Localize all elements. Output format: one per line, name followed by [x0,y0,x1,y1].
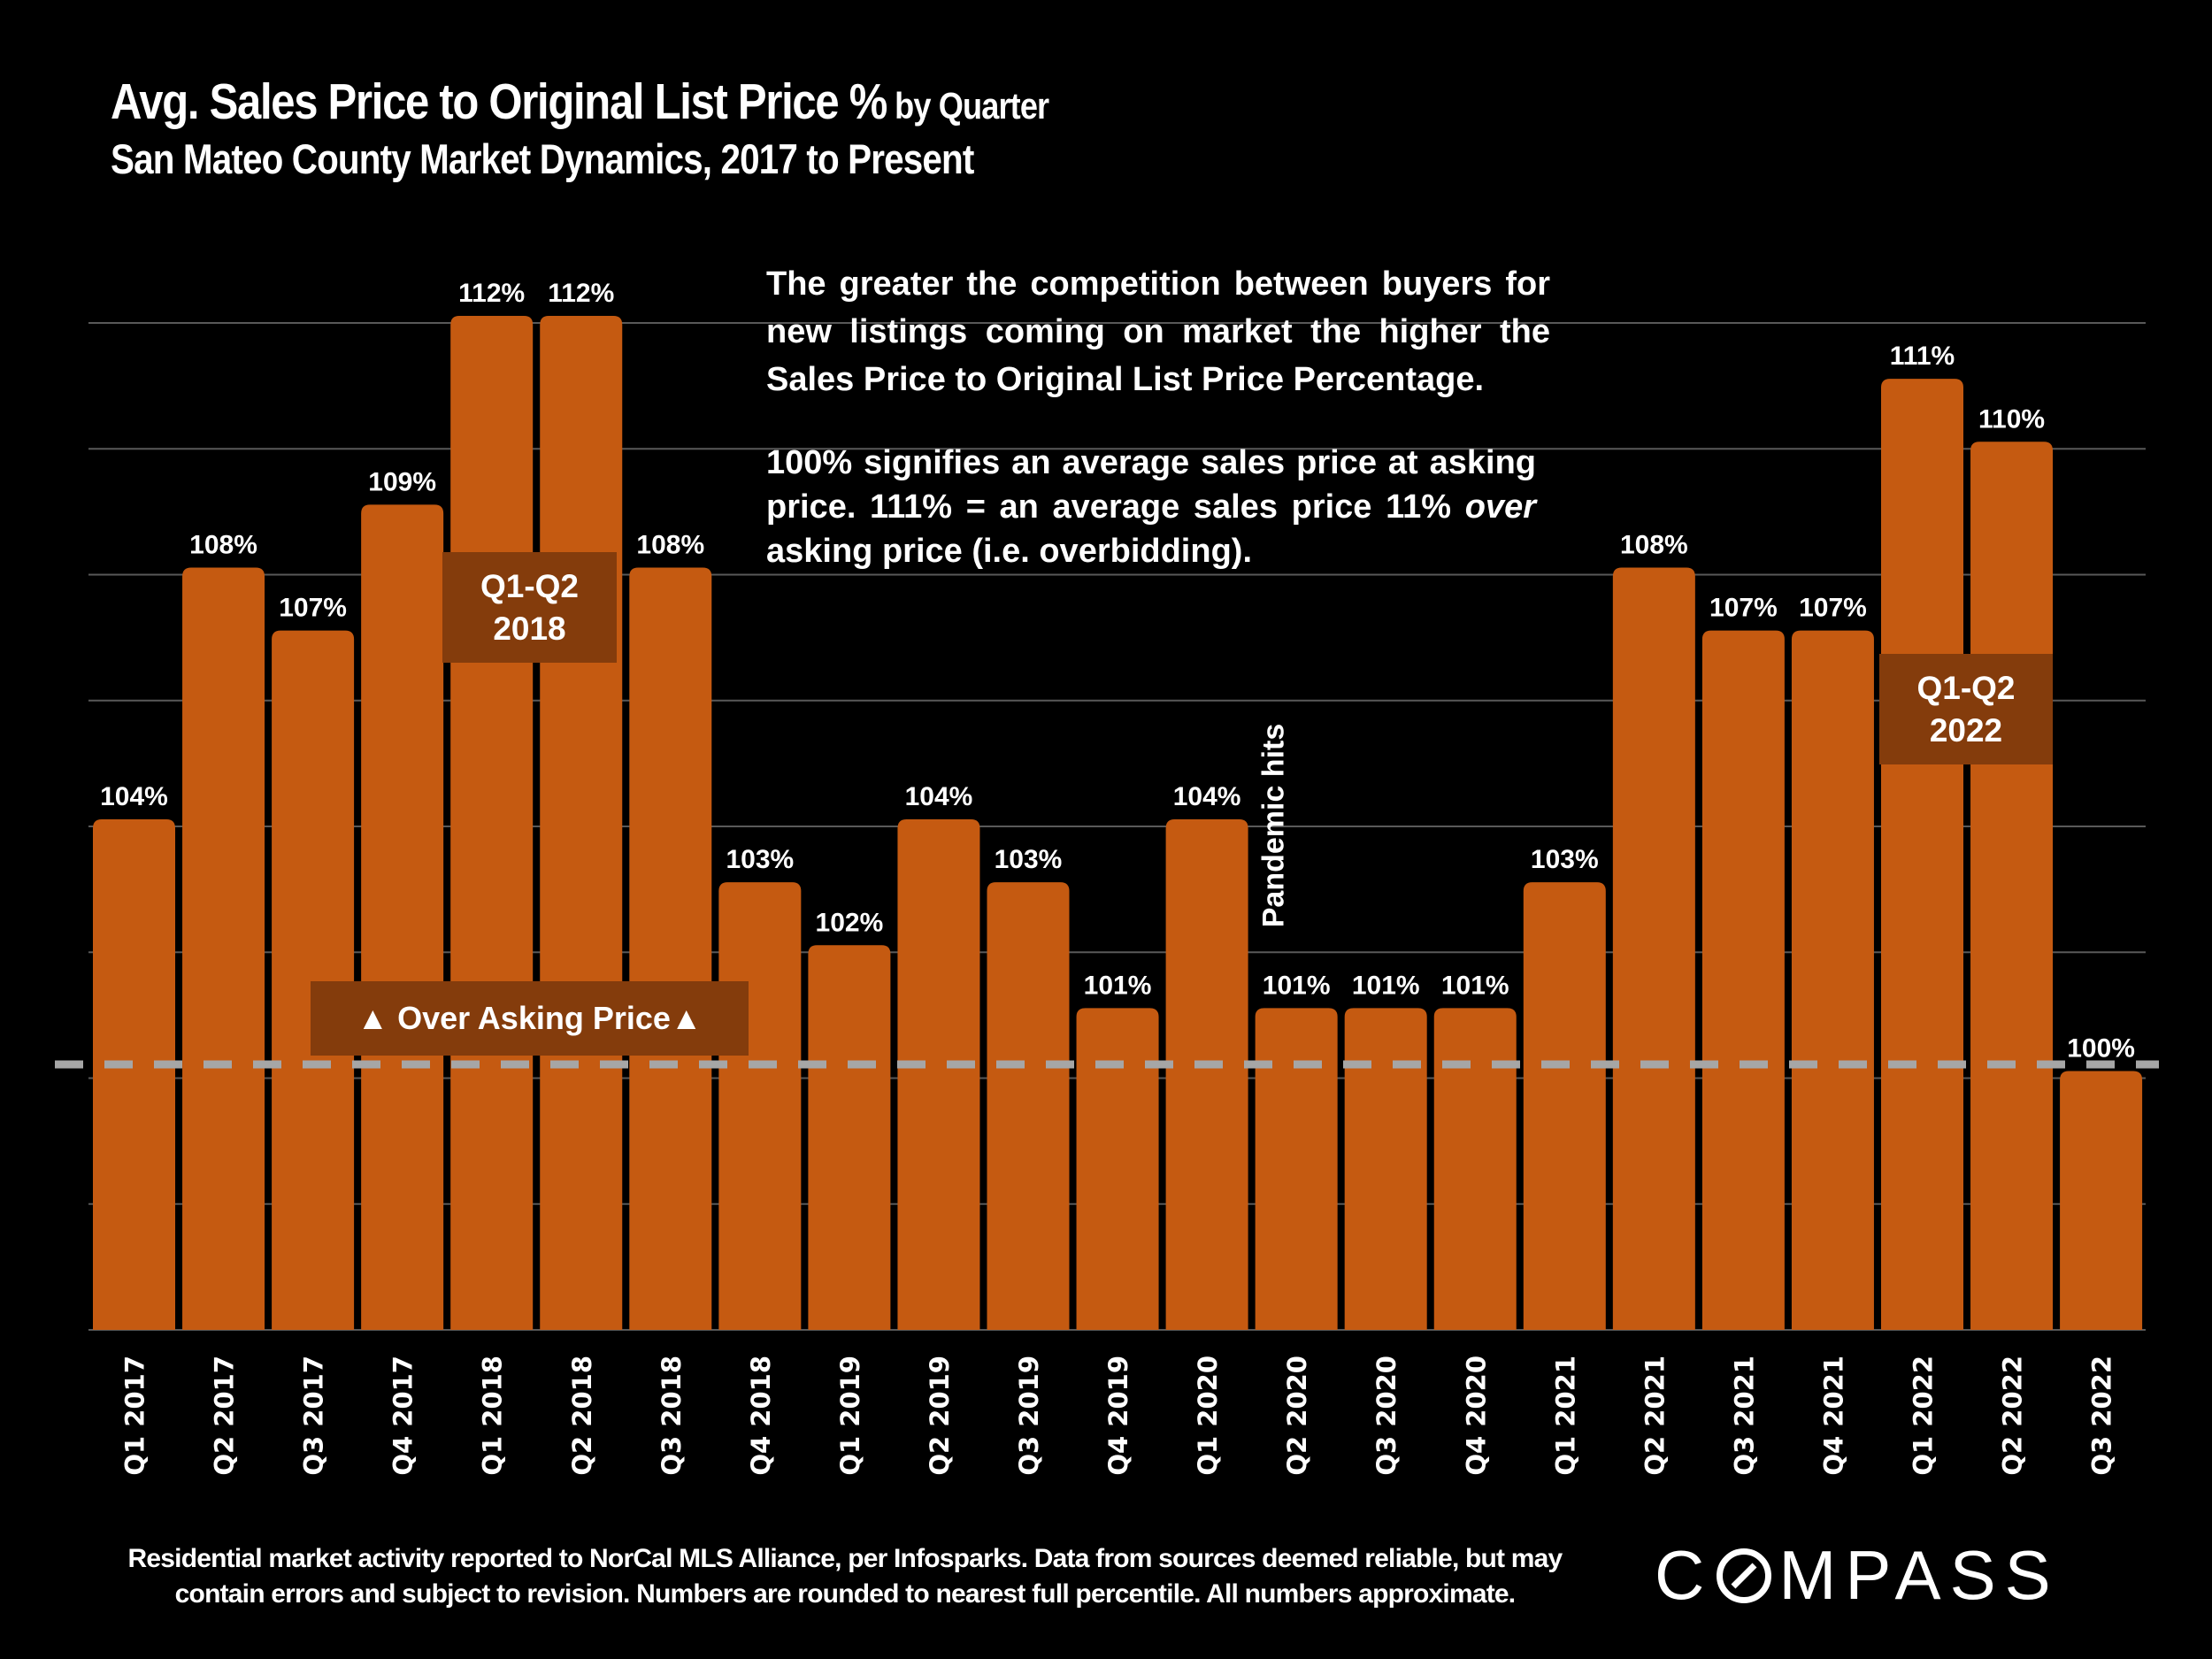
x-axis-label: Q3 2018 [657,1356,687,1476]
chart-title: Avg. Sales Price to Original List Price … [111,73,1049,131]
x-axis-label: Q3 2021 [1729,1356,1759,1476]
data-label: 104% [905,782,973,811]
x-axis-label: Q4 2017 [388,1356,419,1476]
bar [450,316,534,1330]
highlight-box-2018-line2: 2018 [493,610,566,647]
x-axis-label: Q4 2020 [1461,1356,1491,1476]
bar [718,882,802,1330]
data-label: 103% [726,845,794,874]
bar [1881,379,1963,1330]
footer-disclaimer-line1: Residential market activity reported to … [127,1544,1563,1573]
data-label: 101% [1352,971,1420,1000]
data-label: 107% [1799,594,1867,623]
x-axis-labels: Q1 2017 Q2 2017 Q3 2017 Q4 2017 Q1 2018 Q2 20… [120,1356,2117,1476]
data-label: 107% [279,594,347,623]
annotation-competition: The greater the competition between buye… [766,265,1550,398]
x-axis-label: Q4 2018 [746,1356,776,1476]
bars [93,316,2143,1330]
compass-logo: C MPASS [1655,1535,2060,1616]
bar [1076,1008,1159,1330]
highlight-box-2018-line1: Q1-Q2 [480,567,580,604]
bar [540,316,623,1330]
compass-o-icon [1717,1548,1772,1603]
x-axis-label: Q2 2021 [1640,1356,1670,1476]
x-axis-label: Q2 2018 [567,1356,597,1476]
x-axis-label: Q3 2022 [2087,1356,2117,1476]
x-axis-label: Q4 2019 [1103,1356,1133,1476]
annotation-meaning-text-1: 100% signifies an average sales price at… [766,444,1536,526]
bar [897,819,980,1330]
data-label: 103% [1531,845,1599,874]
data-label: 108% [636,531,704,560]
data-label: 101% [1263,971,1331,1000]
x-axis-label: Q1 2017 [120,1356,150,1476]
footer-disclaimer: Residential market activity reported to … [62,1541,1628,1612]
data-label: 104% [1173,782,1241,811]
data-labels: 104% 108% 107% 109% 112% 112% 108% 103% 102% 104%… [100,279,2135,1064]
bar [987,882,1070,1330]
annotation-meaning-text-2: asking price (i.e. overbidding). [766,533,1252,570]
data-label: 112% [458,279,525,308]
bar [808,945,891,1330]
x-axis-label: Q2 2020 [1282,1356,1312,1476]
x-axis-label: Q1 2020 [1193,1356,1223,1476]
x-axis-label: Q4 2021 [1818,1356,1848,1476]
x-axis-label: Q2 2022 [1998,1356,2028,1476]
chart-subtitle: San Mateo County Market Dynamics, 2017 t… [111,135,974,182]
data-label: 100% [2067,1034,2135,1064]
pandemic-annotation-text: Pandemic hits [1256,723,1291,928]
data-label: 104% [100,782,168,811]
data-label: 108% [189,531,257,560]
bar [629,567,712,1330]
highlight-box-2022-line1: Q1-Q2 [1916,669,2016,706]
data-label: 109% [368,467,436,496]
over-asking-price-label: ▲ Over Asking Price▲ [311,981,749,1056]
data-label: 108% [1620,531,1688,560]
x-axis-label: Q1 2018 [478,1356,508,1476]
x-axis-label: Q2 2019 [925,1356,955,1476]
annotation-meaning: 100% signifies an average sales price at… [766,441,1536,573]
bar [1165,819,1248,1330]
chart-title-suffix: by Quarter [887,85,1049,127]
highlight-box-2018: Q1-Q2 2018 [442,552,617,663]
bar [1433,1008,1517,1330]
bar [1344,1008,1427,1330]
chart-title-main: Avg. Sales Price to Original List Price … [111,73,887,130]
bar [1791,630,1874,1330]
x-axis-label: Q3 2020 [1371,1356,1402,1476]
data-label: 101% [1441,971,1509,1000]
bar [1612,567,1695,1330]
x-axis-label: Q1 2021 [1550,1356,1580,1476]
data-label: 102% [816,908,884,937]
x-axis-label: Q3 2019 [1014,1356,1044,1476]
data-label: 110% [1978,404,2045,434]
bar [1970,442,2054,1330]
bar [1701,630,1785,1330]
x-axis-label: Q3 2017 [299,1356,329,1476]
x-axis-label: Q1 2022 [1909,1356,1939,1476]
bar [272,630,355,1330]
bar [182,567,265,1330]
pandemic-annotation: Pandemic hits [1256,718,1291,933]
highlight-box-2022: Q1-Q2 2022 [1879,654,2053,764]
annotation-meaning-italic: over [1464,488,1536,526]
highlight-box-2022-line2: 2022 [1929,711,2003,749]
bar [2060,1071,2143,1330]
data-label: 107% [1709,594,1778,623]
data-label: 103% [995,845,1063,874]
bar [361,504,444,1330]
data-label: 111% [1890,342,1955,371]
bar [93,819,175,1330]
x-axis-label: Q1 2019 [835,1356,865,1476]
data-label: 112% [548,279,614,308]
compass-logo-rest: MPASS [1778,1536,2060,1614]
compass-logo-c: C [1655,1536,1714,1614]
footer-disclaimer-line2: contain errors and subject to revision. … [174,1579,1516,1609]
bar [1523,882,1606,1330]
bar [1255,1008,1338,1330]
data-label: 101% [1084,971,1152,1000]
x-axis-label: Q2 2017 [210,1356,240,1476]
